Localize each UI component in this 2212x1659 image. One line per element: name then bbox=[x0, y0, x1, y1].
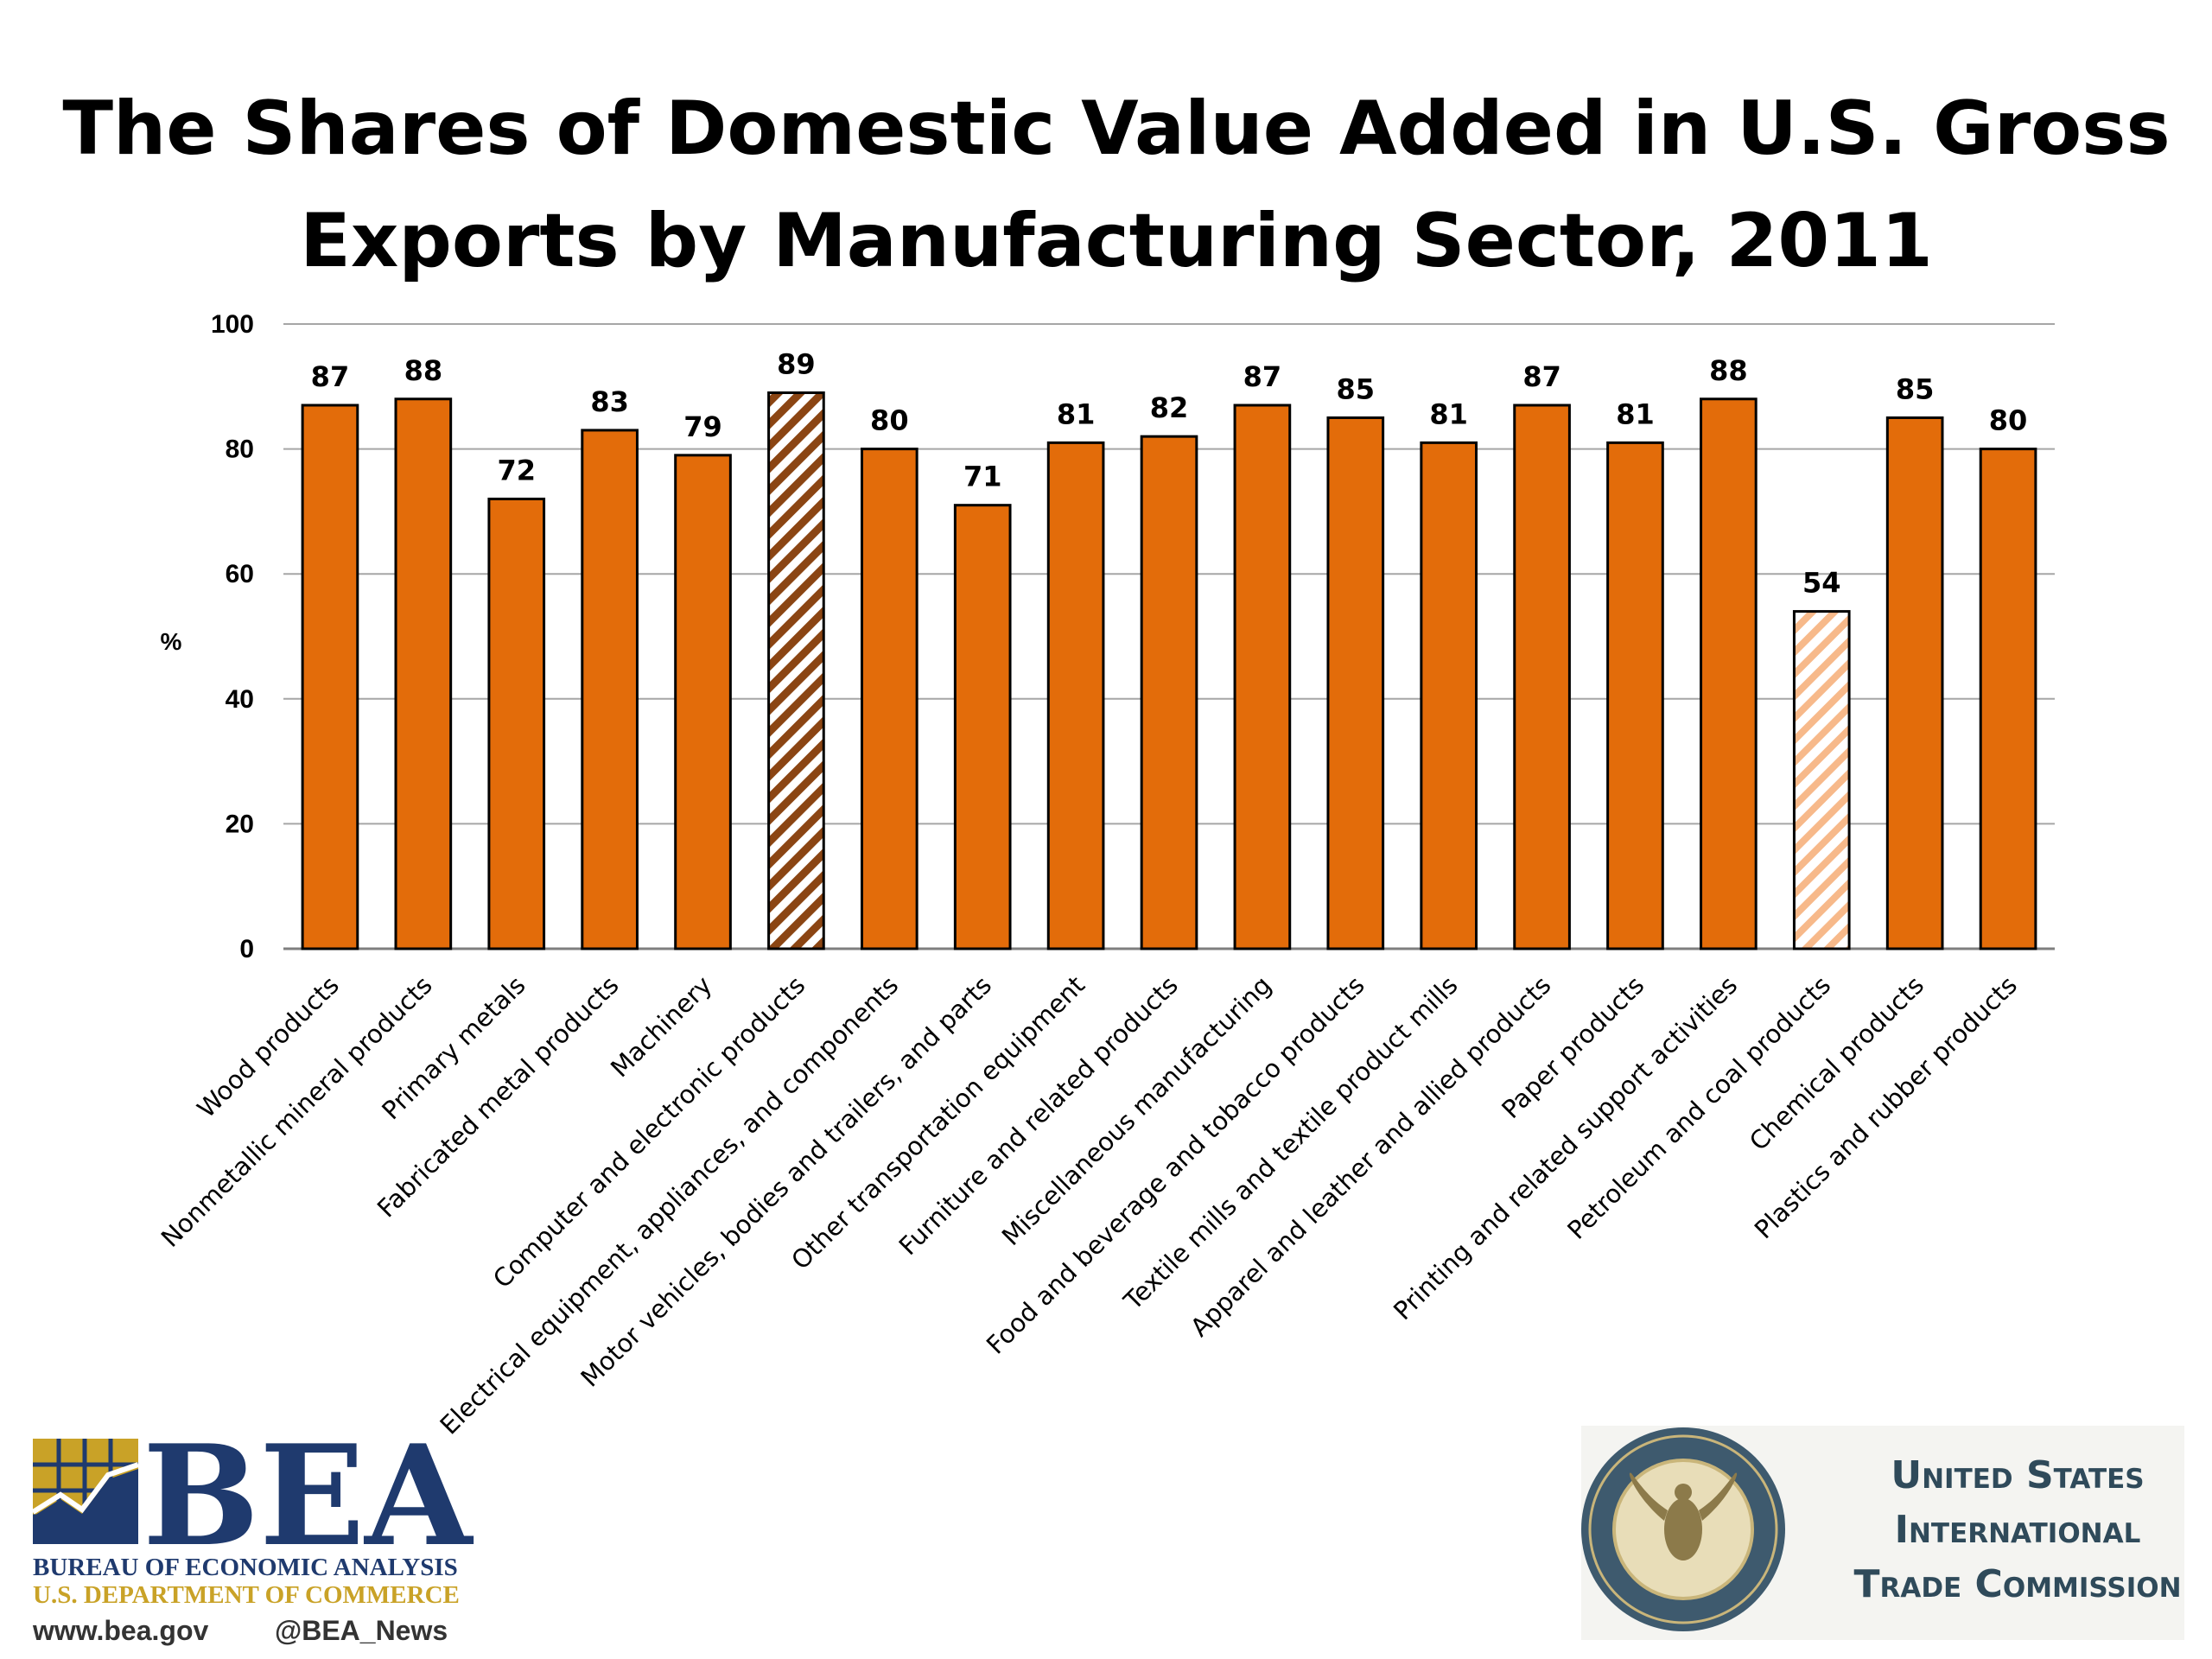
bea-name-line: BUREAU OF ECONOMIC ANALYSIS bbox=[33, 1554, 458, 1581]
y-tick-label: 0 bbox=[239, 935, 254, 963]
bar bbox=[487, 497, 546, 950]
data-label: 83 bbox=[590, 385, 629, 418]
data-label: 80 bbox=[870, 404, 909, 437]
bar bbox=[1046, 441, 1105, 950]
data-label: 85 bbox=[1896, 372, 1935, 405]
bea-department-line: U.S. DEPARTMENT OF COMMERCE bbox=[33, 1581, 460, 1609]
bar bbox=[1606, 441, 1664, 950]
chart-title-line-2: Exports by Manufacturing Sector, 2011 bbox=[300, 198, 1933, 284]
data-label: 88 bbox=[1709, 354, 1748, 387]
bar bbox=[394, 397, 453, 950]
data-label: 54 bbox=[1802, 567, 1841, 600]
data-label: 82 bbox=[1150, 391, 1189, 424]
bar bbox=[1326, 416, 1385, 950]
bar bbox=[1885, 416, 1944, 950]
usitc-logo: United States International Trade Commis… bbox=[1581, 1426, 2184, 1640]
bar bbox=[1979, 448, 2037, 950]
x-tick-label: Chemical products bbox=[1744, 970, 1929, 1156]
bea-twitter: @BEA_News bbox=[275, 1615, 448, 1646]
usitc-seal bbox=[1581, 1427, 1785, 1631]
bar bbox=[301, 404, 359, 950]
data-label: 79 bbox=[683, 410, 722, 443]
data-label: 80 bbox=[1989, 404, 2028, 437]
bar bbox=[767, 391, 825, 950]
data-label: 87 bbox=[1522, 360, 1561, 393]
x-tick-label: Printing and related support activities bbox=[1388, 970, 1743, 1325]
bar bbox=[953, 504, 1012, 950]
y-axis: 0 20 40 60 80 100 bbox=[211, 310, 254, 963]
bar bbox=[1420, 441, 1478, 950]
bea-logo: BEA BUREAU OF ECONOMIC ANALYSIS U.S. DEP… bbox=[31, 1414, 474, 1646]
data-label: 81 bbox=[1616, 397, 1655, 430]
bea-wordmark: BEA bbox=[143, 1414, 474, 1577]
usitc-line-1: United States bbox=[1891, 1453, 2144, 1497]
bea-chart-icon bbox=[31, 1439, 139, 1544]
bar bbox=[1700, 397, 1758, 950]
data-label: 88 bbox=[404, 354, 443, 387]
y-tick-label: 40 bbox=[226, 685, 254, 714]
y-tick-label: 60 bbox=[226, 560, 254, 588]
bar bbox=[1792, 610, 1851, 950]
bea-website: www.bea.gov bbox=[32, 1615, 209, 1646]
y-tick-label: 80 bbox=[226, 435, 254, 464]
x-tick-label: Textile mills and textile product mills bbox=[1117, 970, 1463, 1316]
x-tick-label: Electrical equipment, appliances, and co… bbox=[434, 970, 904, 1440]
data-labels: 87 88 72 83 79 89 80 71 81 82 87 85 81 87 81 88 54 85 80 bbox=[311, 348, 2028, 600]
bars bbox=[301, 391, 2037, 950]
data-label: 87 bbox=[311, 360, 350, 393]
data-label: 85 bbox=[1337, 372, 1376, 405]
y-tick-label: 20 bbox=[226, 810, 254, 838]
data-label: 81 bbox=[1429, 397, 1468, 430]
usitc-line-2: International bbox=[1895, 1508, 2141, 1552]
bar bbox=[860, 448, 918, 950]
bar bbox=[1513, 404, 1571, 950]
y-axis-label: % bbox=[161, 628, 182, 655]
data-label: 87 bbox=[1243, 360, 1282, 393]
bar bbox=[1233, 404, 1292, 950]
y-tick-label: 100 bbox=[211, 310, 254, 339]
data-label: 72 bbox=[497, 454, 536, 486]
chart-title-line-1: The Shares of Domestic Value Added in U.… bbox=[62, 86, 2170, 172]
bar bbox=[1140, 435, 1198, 950]
bar bbox=[581, 429, 639, 950]
usitc-line-3: Trade Commission bbox=[1853, 1562, 2181, 1606]
data-label: 81 bbox=[1057, 397, 1096, 430]
data-label: 71 bbox=[963, 461, 1002, 493]
bar bbox=[674, 454, 732, 950]
data-label: 89 bbox=[777, 348, 816, 381]
